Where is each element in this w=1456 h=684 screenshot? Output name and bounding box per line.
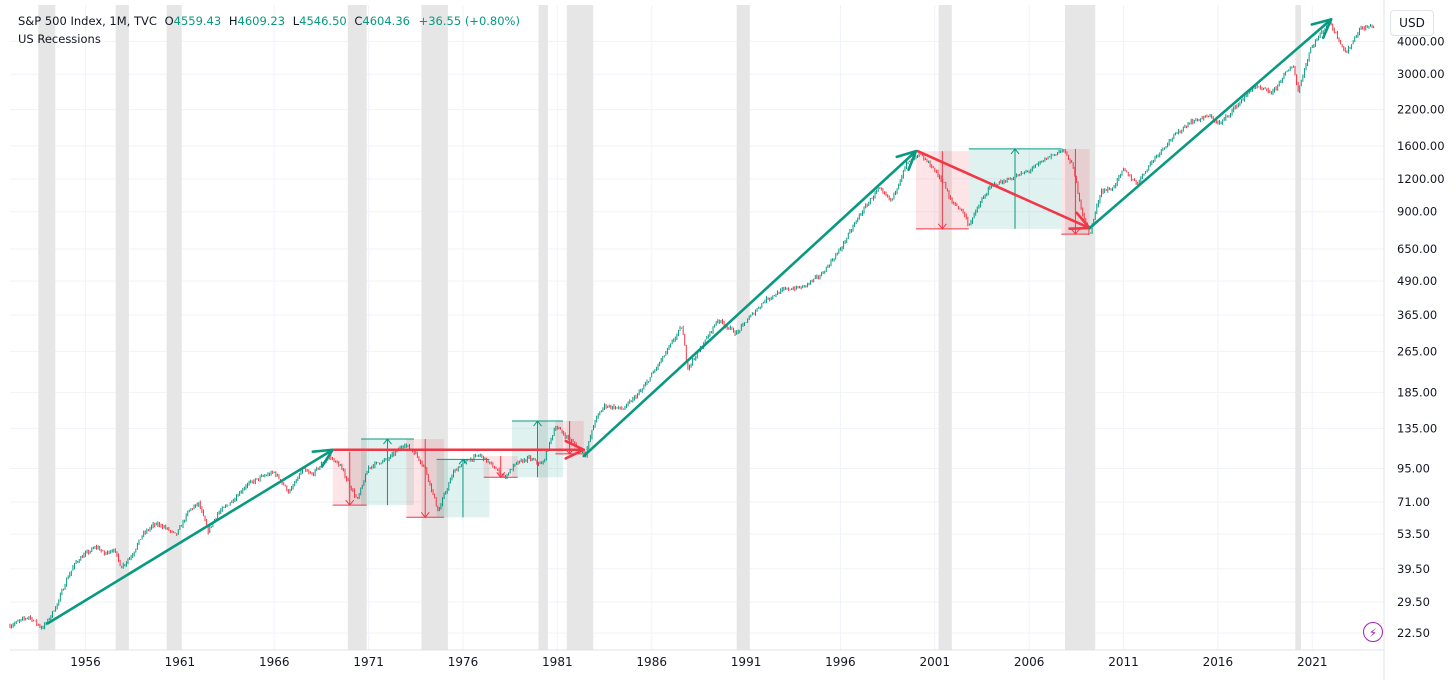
y-tick-label: 4000.00 bbox=[1397, 34, 1445, 48]
trend-arrows bbox=[46, 18, 1333, 625]
recession-band bbox=[938, 5, 952, 650]
y-tick-label: 490.00 bbox=[1397, 274, 1437, 288]
legend-symbol[interactable]: S&P 500 Index, 1M, TVC bbox=[18, 14, 157, 28]
recession-band bbox=[538, 5, 548, 650]
legend-recessions-indicator[interactable]: US Recessions bbox=[18, 32, 101, 46]
y-tick-label: 3000.00 bbox=[1397, 67, 1445, 81]
range-box-measure-arrowhead bbox=[420, 511, 430, 519]
recession-band bbox=[1065, 5, 1096, 650]
y-tick-label: 185.00 bbox=[1397, 385, 1437, 399]
y-tick-label: 650.00 bbox=[1397, 242, 1437, 256]
x-tick-label: 1986 bbox=[636, 655, 667, 669]
x-tick-label: 2016 bbox=[1203, 655, 1234, 669]
y-tick-label: 365.00 bbox=[1397, 308, 1437, 322]
recession-band bbox=[736, 5, 750, 650]
y-tick-label: 265.00 bbox=[1397, 344, 1437, 358]
legend-high-label: H bbox=[228, 14, 238, 28]
price-series bbox=[9, 19, 1375, 630]
x-tick-label: 2001 bbox=[920, 655, 951, 669]
range-boxes bbox=[332, 148, 1090, 519]
recession-bands bbox=[38, 5, 1301, 650]
range-box-measure-arrowhead bbox=[1010, 148, 1020, 155]
recession-band bbox=[347, 5, 367, 650]
trend-arrow-down[interactable] bbox=[916, 149, 1091, 230]
legend-change-value: +36.55 (+0.80%) bbox=[418, 14, 520, 28]
legend-low-value: 4546.50 bbox=[299, 14, 347, 28]
trend-arrowhead bbox=[564, 439, 586, 460]
x-axis: 1956 1961 1966 1971 1976 1981 1986 1991 1996 2001… bbox=[10, 649, 1384, 669]
recession-band bbox=[1295, 5, 1301, 650]
trend-arrowhead bbox=[1310, 18, 1333, 40]
range-box-measure-arrowhead bbox=[1071, 228, 1080, 235]
y-tick-label: 1600.00 bbox=[1397, 139, 1445, 153]
x-tick-label: 1971 bbox=[353, 655, 384, 669]
y-axis: 4000.00 3000.00 2200.00 1600.00 1200.00 900.0… bbox=[1383, 0, 1445, 680]
trend-arrowhead bbox=[311, 448, 335, 468]
x-tick-label: 2006 bbox=[1014, 655, 1045, 669]
trend-arrow-up[interactable] bbox=[582, 149, 918, 458]
legend-high-value: 4609.23 bbox=[237, 14, 286, 28]
x-tick-label: 1996 bbox=[825, 655, 856, 669]
recession-band bbox=[566, 5, 594, 650]
x-tick-label: 2021 bbox=[1297, 655, 1328, 669]
y-tick-label: 95.00 bbox=[1397, 462, 1430, 476]
legend-low-label: L bbox=[292, 14, 300, 28]
currency-button[interactable]: USD bbox=[1390, 10, 1434, 36]
chart-legend: S&P 500 Index, 1M, TVC O4559.43 H4609.23… bbox=[18, 12, 520, 48]
grid bbox=[10, 5, 1384, 650]
x-tick-label: 1966 bbox=[259, 655, 290, 669]
legend-open-label: O bbox=[164, 14, 174, 28]
trend-arrow-up[interactable] bbox=[46, 448, 335, 625]
y-tick-label: 1200.00 bbox=[1397, 172, 1445, 186]
recession-band bbox=[166, 5, 182, 650]
lightning-icon[interactable]: ⚡ bbox=[1363, 622, 1383, 642]
y-tick-label: 29.50 bbox=[1397, 595, 1430, 609]
range-box-measure-arrowhead bbox=[937, 223, 947, 230]
y-tick-label: 2200.00 bbox=[1397, 103, 1445, 117]
x-tick-label: 1976 bbox=[448, 655, 479, 669]
recession-band bbox=[115, 5, 129, 650]
y-tick-label: 39.50 bbox=[1397, 562, 1430, 576]
x-tick-label: 2011 bbox=[1108, 655, 1139, 669]
range-box-measure-arrowhead bbox=[345, 499, 355, 506]
range-box-measure-arrowhead bbox=[533, 420, 542, 427]
x-tick-label: 1956 bbox=[70, 655, 101, 669]
range-box-measure-arrowhead bbox=[383, 438, 392, 445]
legend-open-value: 4559.43 bbox=[173, 14, 222, 28]
recession-band bbox=[421, 5, 448, 650]
x-tick-label: 1991 bbox=[731, 655, 762, 669]
x-tick-label: 1961 bbox=[165, 655, 196, 669]
legend-close-value: 4604.36 bbox=[362, 14, 410, 28]
recession-band bbox=[38, 5, 56, 650]
trend-arrowhead bbox=[895, 149, 918, 172]
legend-ohlc-row: S&P 500 Index, 1M, TVC O4559.43 H4609.23… bbox=[18, 12, 520, 30]
legend-close-label: C bbox=[354, 14, 363, 28]
y-tick-label: 53.50 bbox=[1397, 527, 1430, 541]
trend-arrow-up[interactable] bbox=[1088, 18, 1333, 230]
x-tick-label: 1981 bbox=[542, 655, 573, 669]
y-tick-label: 71.00 bbox=[1397, 495, 1430, 509]
y-tick-label: 22.50 bbox=[1397, 626, 1430, 640]
y-tick-label: 135.00 bbox=[1397, 421, 1437, 435]
y-tick-label: 900.00 bbox=[1397, 205, 1437, 219]
